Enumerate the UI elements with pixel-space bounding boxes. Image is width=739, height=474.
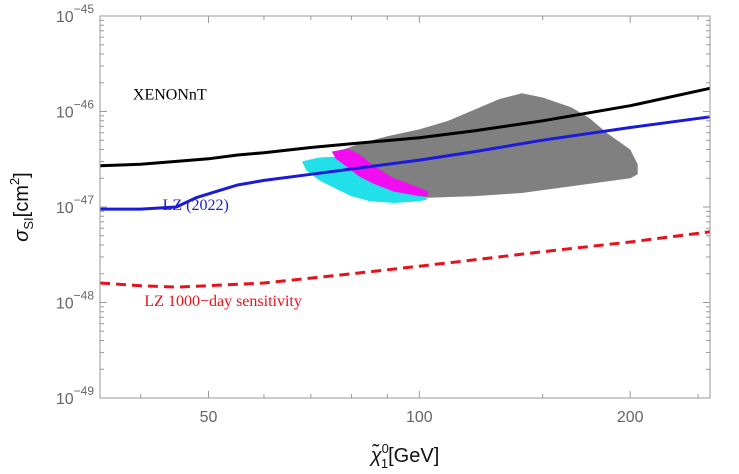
x-tick-label: 100 [406, 409, 433, 426]
series-line-1 [100, 115, 711, 211]
annotation-label: XENONnT [133, 87, 207, 104]
y-tick-label: 10−48 [56, 289, 94, 313]
x-axis-sup: 0 [382, 441, 389, 456]
series-line-0 [99, 86, 711, 168]
x-axis-sub: 1 [381, 456, 388, 471]
axis-ticks: 50 100 200 10−49 10−48 10−47 10−46 10−45 [56, 2, 710, 426]
y-tick-label: 10−46 [56, 98, 94, 122]
x-axis-title: χ̃0 1[GeV] [369, 441, 440, 471]
annotation-label: LZ 1000−day sensitivity [144, 293, 301, 310]
y-axis-title: σSI[cm2] [7, 172, 36, 241]
annotation-label: LZ (2022) [163, 197, 229, 214]
y-axis-unit-sup: 2 [7, 178, 22, 185]
region-magenta [331, 148, 429, 197]
y-axis-unit-post: ] [11, 172, 33, 178]
y-tick-label: 10−45 [56, 2, 94, 26]
y-axis-unit-pre: [cm [11, 185, 33, 217]
y-tick-label: 10−47 [56, 193, 94, 217]
limit-curves [99, 86, 711, 289]
curve-annotations: XENONnT LZ (2022) LZ 1000−day sensitivity [133, 87, 302, 310]
x-axis-symbol: χ̃ [369, 443, 383, 467]
series-line-2 [99, 230, 711, 289]
region-gray [335, 93, 638, 198]
x-tick-label: 200 [617, 409, 644, 426]
y-axis-sub: SI [21, 217, 36, 229]
x-axis-unit: [GeV] [388, 445, 439, 467]
y-tick-label: 10−49 [56, 384, 94, 408]
parameter-regions [302, 93, 638, 203]
x-tick-label: 50 [200, 409, 218, 426]
y-axis-symbol: σ [11, 229, 33, 242]
